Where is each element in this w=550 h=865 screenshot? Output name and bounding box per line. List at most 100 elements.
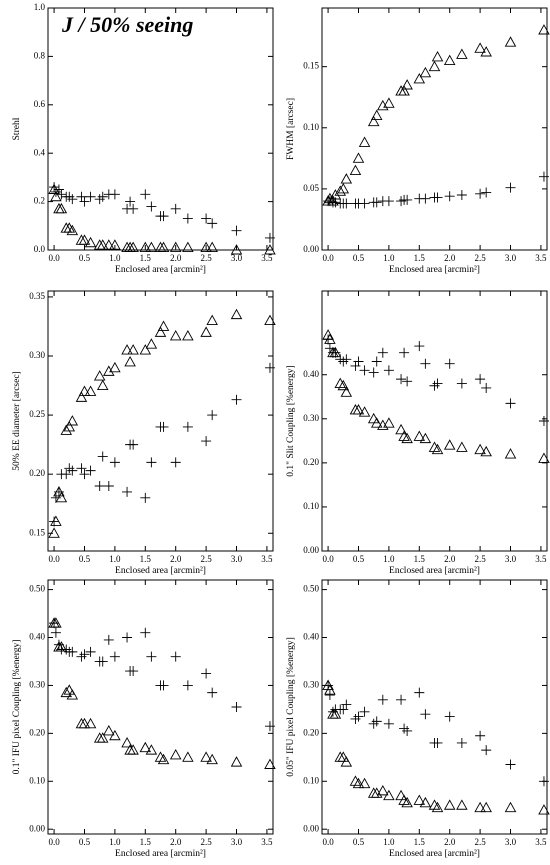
x-tick-label: 0.5 [353,554,365,564]
y-tick-label: 0.35 [29,291,45,301]
triangle-point [109,361,121,373]
triangle-point [75,391,88,402]
triangle-point [431,443,444,455]
y-tick-label: 0.30 [29,350,45,360]
x-tick-label: 3.5 [261,253,273,263]
plus-point [481,382,492,393]
x-tick-label: 1.5 [140,554,152,564]
triangle-point [456,441,468,452]
plus-point [538,171,549,182]
x-axis-label: Enclosed area [arcmin²] [115,566,206,576]
x-tick-label: 2.0 [170,837,182,847]
triangle-point [103,239,115,250]
x-tick-label: 3.0 [231,253,243,263]
x-tick-label: 1.5 [414,837,426,847]
plus-point [67,646,78,657]
plus-point [49,182,60,193]
plus-point [94,194,105,205]
x-tick-label: 0.0 [48,554,60,564]
plus-point [94,481,105,491]
plus-point [414,341,425,352]
plus-point [53,639,64,650]
plus-point [505,759,516,770]
triangle-point [419,66,432,78]
triangle-point [383,97,395,108]
y-tick-label: 0.05 [303,183,319,193]
triangle-point [352,404,365,415]
triangle-point [145,241,158,253]
triangle-point [443,439,456,450]
plus-point [429,380,440,391]
plus-point [341,354,352,365]
y-tick-label: 0.15 [303,61,319,71]
x-tick-label: 3.5 [261,554,273,564]
triangle-point [340,173,353,184]
triangle-point [96,239,109,250]
triangle-point [48,527,60,538]
y-tick-label: 0.30 [303,413,319,423]
y-tick-label: 0.00 [29,823,45,833]
triangle-point [93,370,106,381]
plus-point [402,376,413,387]
triangle-point [121,737,133,748]
triangle-point [398,85,410,96]
plus-point [158,421,169,432]
y-tick-label: 0.8 [34,50,46,60]
triangle-point [456,48,468,59]
triangle-point [200,326,212,337]
plus-point [377,694,388,705]
plus-point [103,481,114,491]
y-tick-label: 0.10 [29,775,45,785]
y-tick-label: 0.40 [303,632,319,642]
plus-point [128,666,139,677]
triangle-point [480,445,492,457]
plus-point [109,457,120,468]
plus-point [49,516,60,527]
plus-point [128,203,139,214]
x-tick-label: 0.0 [322,253,334,263]
y-tick-label: 0.10 [303,501,319,511]
triangle-point [48,183,60,194]
plus-point [79,196,90,207]
plus-point [399,347,410,358]
plus-point [128,439,139,450]
triangle-point [121,344,133,355]
plus-point [538,416,549,426]
plus-point [49,618,60,629]
plus-point [475,374,486,385]
x-tick-label: 3.0 [505,554,517,564]
plus-point [182,213,193,224]
plus-point [140,189,151,200]
triangle-point [538,452,550,463]
x-tick-label: 1.0 [383,253,395,263]
triangle-point [230,244,243,255]
triangle-point [84,236,97,248]
triangle-point [398,430,410,441]
plus-point [122,486,133,497]
plus-point [146,651,157,662]
plus-point [456,378,467,389]
y-axis-label: 50% EE diameter [arcsec] [12,371,22,470]
plus-point [353,356,364,367]
plus-point [481,187,492,198]
plus-point [383,718,394,729]
triangle-point [474,42,486,53]
triangle-point [413,72,426,84]
x-tick-label: 2.0 [444,837,456,847]
y-tick-label: 0.15 [29,527,45,537]
plus-point [481,745,492,756]
y-tick-label: 0.20 [303,727,319,737]
triangle-point [401,79,413,90]
triangle-point [340,756,353,767]
plus-point [505,398,516,409]
plus-point [103,634,114,645]
plus-point [76,463,87,474]
triangle-point [377,419,389,430]
triangle-point [428,60,441,72]
x-tick-label: 3.0 [505,253,517,263]
plus-point [146,201,157,212]
x-tick-label: 1.5 [140,837,152,847]
triangle-point [401,432,413,444]
plus-point [396,694,407,705]
triangle-point [264,244,276,255]
